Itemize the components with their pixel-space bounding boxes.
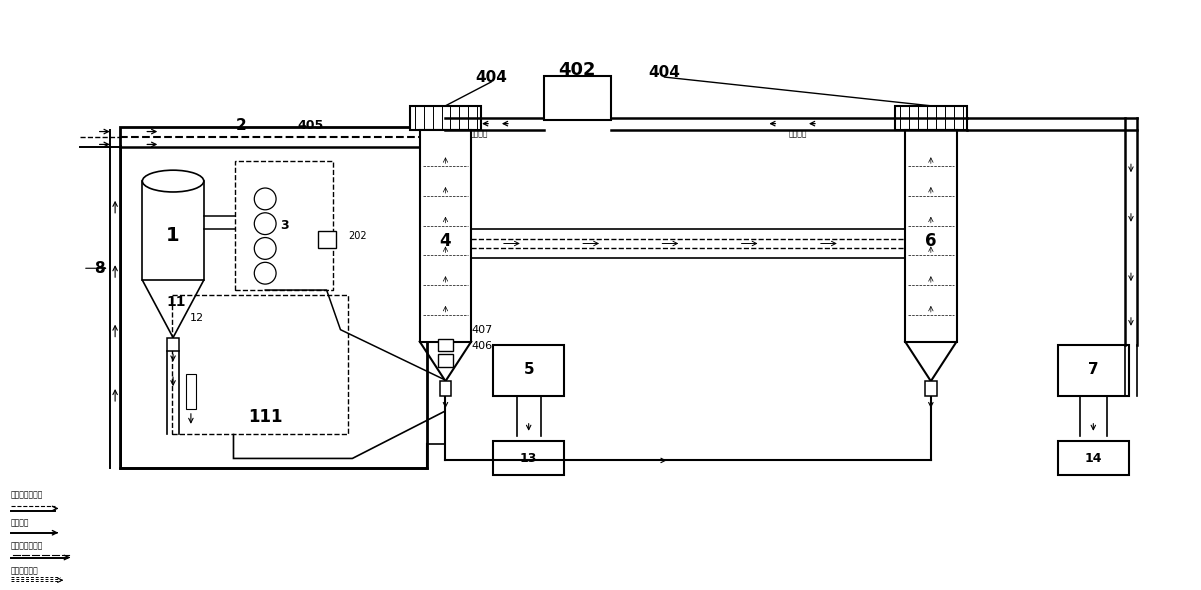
- Bar: [143, 181, 204, 280]
- Circle shape: [255, 188, 276, 210]
- Bar: [419, 130, 471, 342]
- Bar: [318, 231, 335, 248]
- Text: 1: 1: [166, 226, 180, 245]
- Text: 405: 405: [298, 119, 324, 132]
- Text: 含磨料气流走向: 含磨料气流走向: [11, 491, 43, 500]
- Text: 14: 14: [1085, 452, 1103, 465]
- Ellipse shape: [143, 170, 204, 192]
- Bar: [494, 345, 564, 396]
- Text: 压缩空气: 压缩空气: [470, 129, 489, 138]
- Text: 4: 4: [440, 231, 452, 250]
- Text: 2: 2: [237, 118, 246, 133]
- Text: 6: 6: [925, 231, 937, 250]
- Text: 5: 5: [524, 362, 534, 377]
- Circle shape: [255, 238, 276, 260]
- Bar: [1058, 441, 1129, 476]
- Bar: [410, 106, 482, 130]
- Text: 3: 3: [281, 219, 289, 232]
- Bar: [440, 381, 452, 396]
- Text: 12: 12: [190, 313, 204, 323]
- Bar: [120, 127, 426, 468]
- Text: 406: 406: [471, 340, 492, 350]
- Bar: [172, 295, 348, 434]
- Text: 402: 402: [558, 61, 596, 79]
- Bar: [235, 161, 333, 290]
- Text: 7: 7: [1088, 362, 1099, 377]
- Circle shape: [255, 213, 276, 235]
- Bar: [925, 381, 937, 396]
- Text: 含磨尘气流走向: 含磨尘气流走向: [11, 541, 43, 550]
- Text: 404: 404: [476, 70, 507, 84]
- Text: 压缩空气: 压缩空气: [789, 129, 807, 138]
- Text: 202: 202: [348, 231, 366, 241]
- Bar: [167, 337, 179, 352]
- Bar: [895, 106, 967, 130]
- Bar: [906, 130, 957, 342]
- Text: 407: 407: [471, 324, 492, 335]
- Bar: [1058, 345, 1129, 396]
- Bar: [437, 339, 454, 352]
- Bar: [186, 374, 196, 409]
- Text: 8: 8: [95, 261, 104, 276]
- Text: 11: 11: [166, 295, 186, 309]
- Text: 13: 13: [520, 452, 537, 465]
- Text: 物料走向: 物料走向: [11, 519, 29, 527]
- Bar: [544, 76, 611, 120]
- Circle shape: [255, 263, 276, 284]
- Text: 111: 111: [247, 408, 282, 426]
- Bar: [494, 441, 564, 476]
- Text: 洁净气流走向: 洁净气流走向: [11, 566, 38, 575]
- Bar: [437, 355, 454, 368]
- Text: 404: 404: [649, 65, 680, 80]
